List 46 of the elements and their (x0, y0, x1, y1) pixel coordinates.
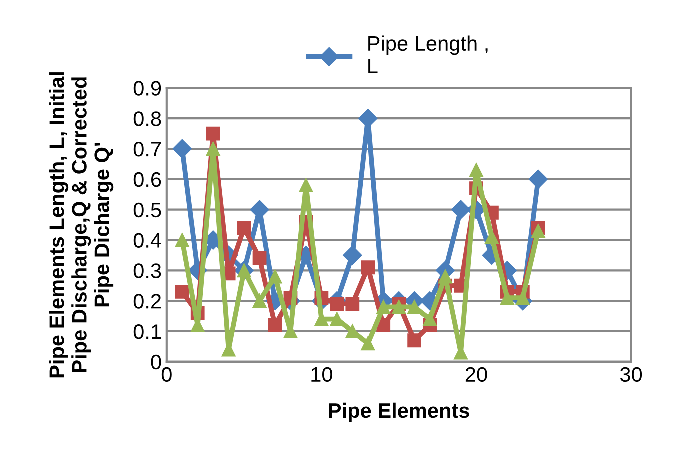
point (423, 312, 437, 326)
point (531, 224, 546, 238)
point (252, 294, 267, 308)
point (252, 252, 267, 266)
point (330, 297, 344, 312)
point (330, 312, 344, 326)
y-axis-title: Pipe Elements Length, L, Initial Pipe Discharge,Q & Corrected Pipe Dicharge Q' (49, 72, 114, 378)
point (237, 221, 252, 236)
point (175, 285, 190, 299)
point (516, 291, 530, 305)
point (470, 163, 484, 178)
point (268, 270, 282, 284)
point (346, 297, 360, 312)
point (438, 270, 452, 284)
y-tick-label: 0.1 (134, 324, 162, 340)
y-tick-label: 0.8 (134, 112, 162, 126)
y-tick-label: 0.2 (134, 294, 161, 309)
y-tick-label: 0.5 (134, 202, 162, 218)
point (500, 291, 514, 305)
x-tick-label: 0 (162, 367, 172, 382)
point (408, 300, 422, 314)
point (172, 139, 192, 159)
y-tick-label: 0.6 (134, 172, 162, 188)
point (299, 178, 314, 192)
y-tick-label: 0.7 (134, 142, 161, 157)
point (206, 142, 220, 156)
legend-label: Pipe Length , L (368, 36, 488, 74)
point (392, 300, 406, 314)
point (343, 246, 362, 265)
point (376, 300, 391, 314)
y-tick-label: 0.4 (134, 233, 162, 248)
point (268, 318, 282, 332)
y-tick-label: 0.9 (134, 81, 162, 96)
point (408, 334, 422, 348)
x-axis-title: Pipe Elements (329, 402, 470, 422)
point (485, 230, 499, 244)
point (361, 336, 376, 351)
y-tick-label: 0.3 (134, 264, 162, 278)
x-tick-label: 20 (466, 367, 488, 382)
point (361, 260, 376, 275)
x-tick-label: 10 (312, 367, 332, 382)
point (528, 170, 548, 189)
point (206, 126, 220, 141)
x-tick-label: 30 (620, 367, 642, 382)
point (175, 233, 190, 248)
y-tick-label: 0 (151, 354, 162, 370)
